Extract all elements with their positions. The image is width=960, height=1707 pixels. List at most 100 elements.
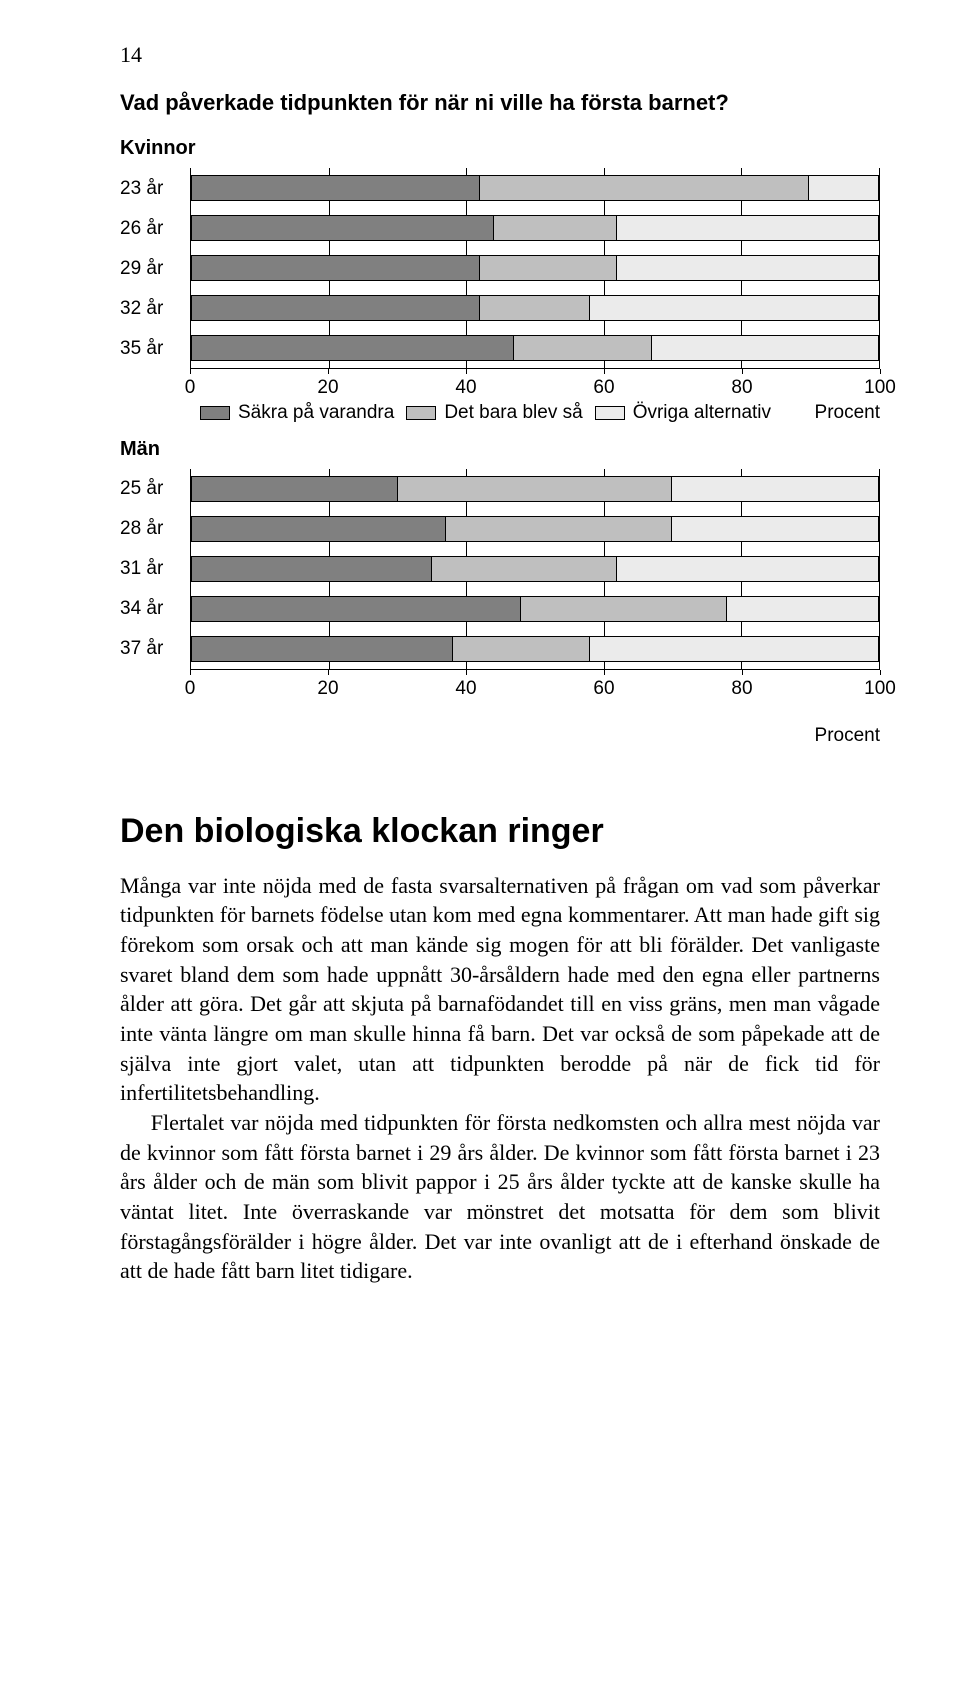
axis-tick-label: 20: [317, 676, 338, 702]
chart-kvinnor: 23 år 26 år 29 år 32 år 35 år020406080100 Säk…: [120, 168, 880, 426]
bar-segment: [432, 557, 617, 581]
axis-tick-label: 100: [864, 676, 896, 702]
axis-tick-label: 20: [317, 375, 338, 401]
chart-row: 34 år: [120, 589, 880, 629]
stacked-bar: [191, 476, 879, 502]
bar-segment: [192, 477, 398, 501]
bar-segment: [617, 216, 878, 240]
category-label: 23 år: [120, 176, 190, 202]
bar-area: [190, 629, 880, 669]
legend-swatch: [200, 406, 230, 420]
section-heading: Den biologiska klockan ringer: [120, 809, 880, 855]
bar-area: [190, 208, 880, 248]
category-label: 34 år: [120, 596, 190, 622]
stacked-bar: [191, 255, 879, 281]
bar-segment: [192, 256, 480, 280]
body-paragraph: Flertalet var nöjda med tidpunkten för f…: [120, 1108, 880, 1286]
chart-man: 25 år 28 år 31 år 34 år 37 år020406080100 Pro…: [120, 469, 880, 749]
legend-swatch: [406, 406, 436, 420]
bar-segment: [192, 517, 446, 541]
bar-segment: [192, 296, 480, 320]
chart-row: 23 år: [120, 168, 880, 208]
category-label: 37 år: [120, 636, 190, 662]
chart-row: 28 år: [120, 509, 880, 549]
category-label: 29 år: [120, 256, 190, 282]
bar-segment: [192, 597, 521, 621]
page-number: 14: [120, 40, 880, 70]
bar-segment: [590, 637, 878, 661]
legend-label: Det bara blev så: [444, 400, 582, 426]
axis-caption: Procent: [190, 723, 880, 749]
legend-item: Säkra på varandra: [200, 400, 394, 426]
bar-area: [190, 549, 880, 589]
bar-segment: [809, 176, 878, 200]
category-label: 25 år: [120, 476, 190, 502]
stacked-bar: [191, 215, 879, 241]
bar-segment: [590, 296, 878, 320]
bar-area: [190, 589, 880, 629]
chart-row: 35 år: [120, 328, 880, 368]
legend-label: Säkra på varandra: [238, 400, 394, 426]
axis-tick-label: 100: [864, 375, 896, 401]
bar-segment: [494, 216, 617, 240]
stacked-bar: [191, 596, 879, 622]
stacked-bar: [191, 295, 879, 321]
axis-tick-label: 0: [185, 676, 196, 702]
bar-area: [190, 288, 880, 328]
bar-area: [190, 509, 880, 549]
bar-segment: [617, 256, 878, 280]
stacked-bar: [191, 636, 879, 662]
bar-segment: [727, 597, 878, 621]
bar-segment: [480, 296, 590, 320]
axis-tick-label: 0: [185, 375, 196, 401]
bar-segment: [192, 557, 432, 581]
group-label-man: Män: [120, 436, 880, 463]
chart-row: 26 år: [120, 208, 880, 248]
axis-tick-label: 60: [593, 676, 614, 702]
bar-segment: [192, 637, 453, 661]
body-text: Många var inte nöjda med de fasta svarsa…: [120, 871, 880, 1287]
chart-row: 37 år: [120, 629, 880, 669]
stacked-bar: [191, 335, 879, 361]
category-label: 26 år: [120, 216, 190, 242]
stacked-bar: [191, 175, 879, 201]
bar-segment: [514, 336, 651, 360]
axis-tick-label: 80: [731, 676, 752, 702]
group-label-kvinnor: Kvinnor: [120, 135, 880, 162]
bar-segment: [453, 637, 590, 661]
category-label: 31 år: [120, 556, 190, 582]
stacked-bar: [191, 556, 879, 582]
bar-segment: [446, 517, 672, 541]
axis-tick-label: 40: [455, 676, 476, 702]
bar-segment: [672, 517, 878, 541]
body-paragraph: Många var inte nöjda med de fasta svarsa…: [120, 871, 880, 1109]
chart-row: 25 år: [120, 469, 880, 509]
bar-area: [190, 168, 880, 208]
legend: Säkra på varandraDet bara blev såÖvriga …: [200, 400, 880, 426]
axis-tick-label: 40: [455, 375, 476, 401]
axis-tick-label: 80: [731, 375, 752, 401]
bar-segment: [521, 597, 727, 621]
bar-segment: [652, 336, 878, 360]
chart-row: 29 år: [120, 248, 880, 288]
bar-segment: [480, 176, 809, 200]
category-label: 32 år: [120, 296, 190, 322]
bar-area: [190, 248, 880, 288]
bar-segment: [617, 557, 878, 581]
category-label: 35 år: [120, 336, 190, 362]
bar-segment: [672, 477, 878, 501]
bar-segment: [192, 176, 480, 200]
x-axis: 020406080100: [190, 669, 880, 695]
axis-caption: Procent: [815, 400, 880, 426]
bar-area: [190, 469, 880, 509]
bar-segment: [192, 336, 514, 360]
x-axis: 020406080100: [190, 368, 880, 394]
bar-area: [190, 328, 880, 368]
axis-tick-label: 60: [593, 375, 614, 401]
stacked-bar: [191, 516, 879, 542]
chart-row: 31 år: [120, 549, 880, 589]
legend-swatch: [595, 406, 625, 420]
bar-segment: [192, 216, 494, 240]
category-label: 28 år: [120, 516, 190, 542]
bar-segment: [398, 477, 672, 501]
